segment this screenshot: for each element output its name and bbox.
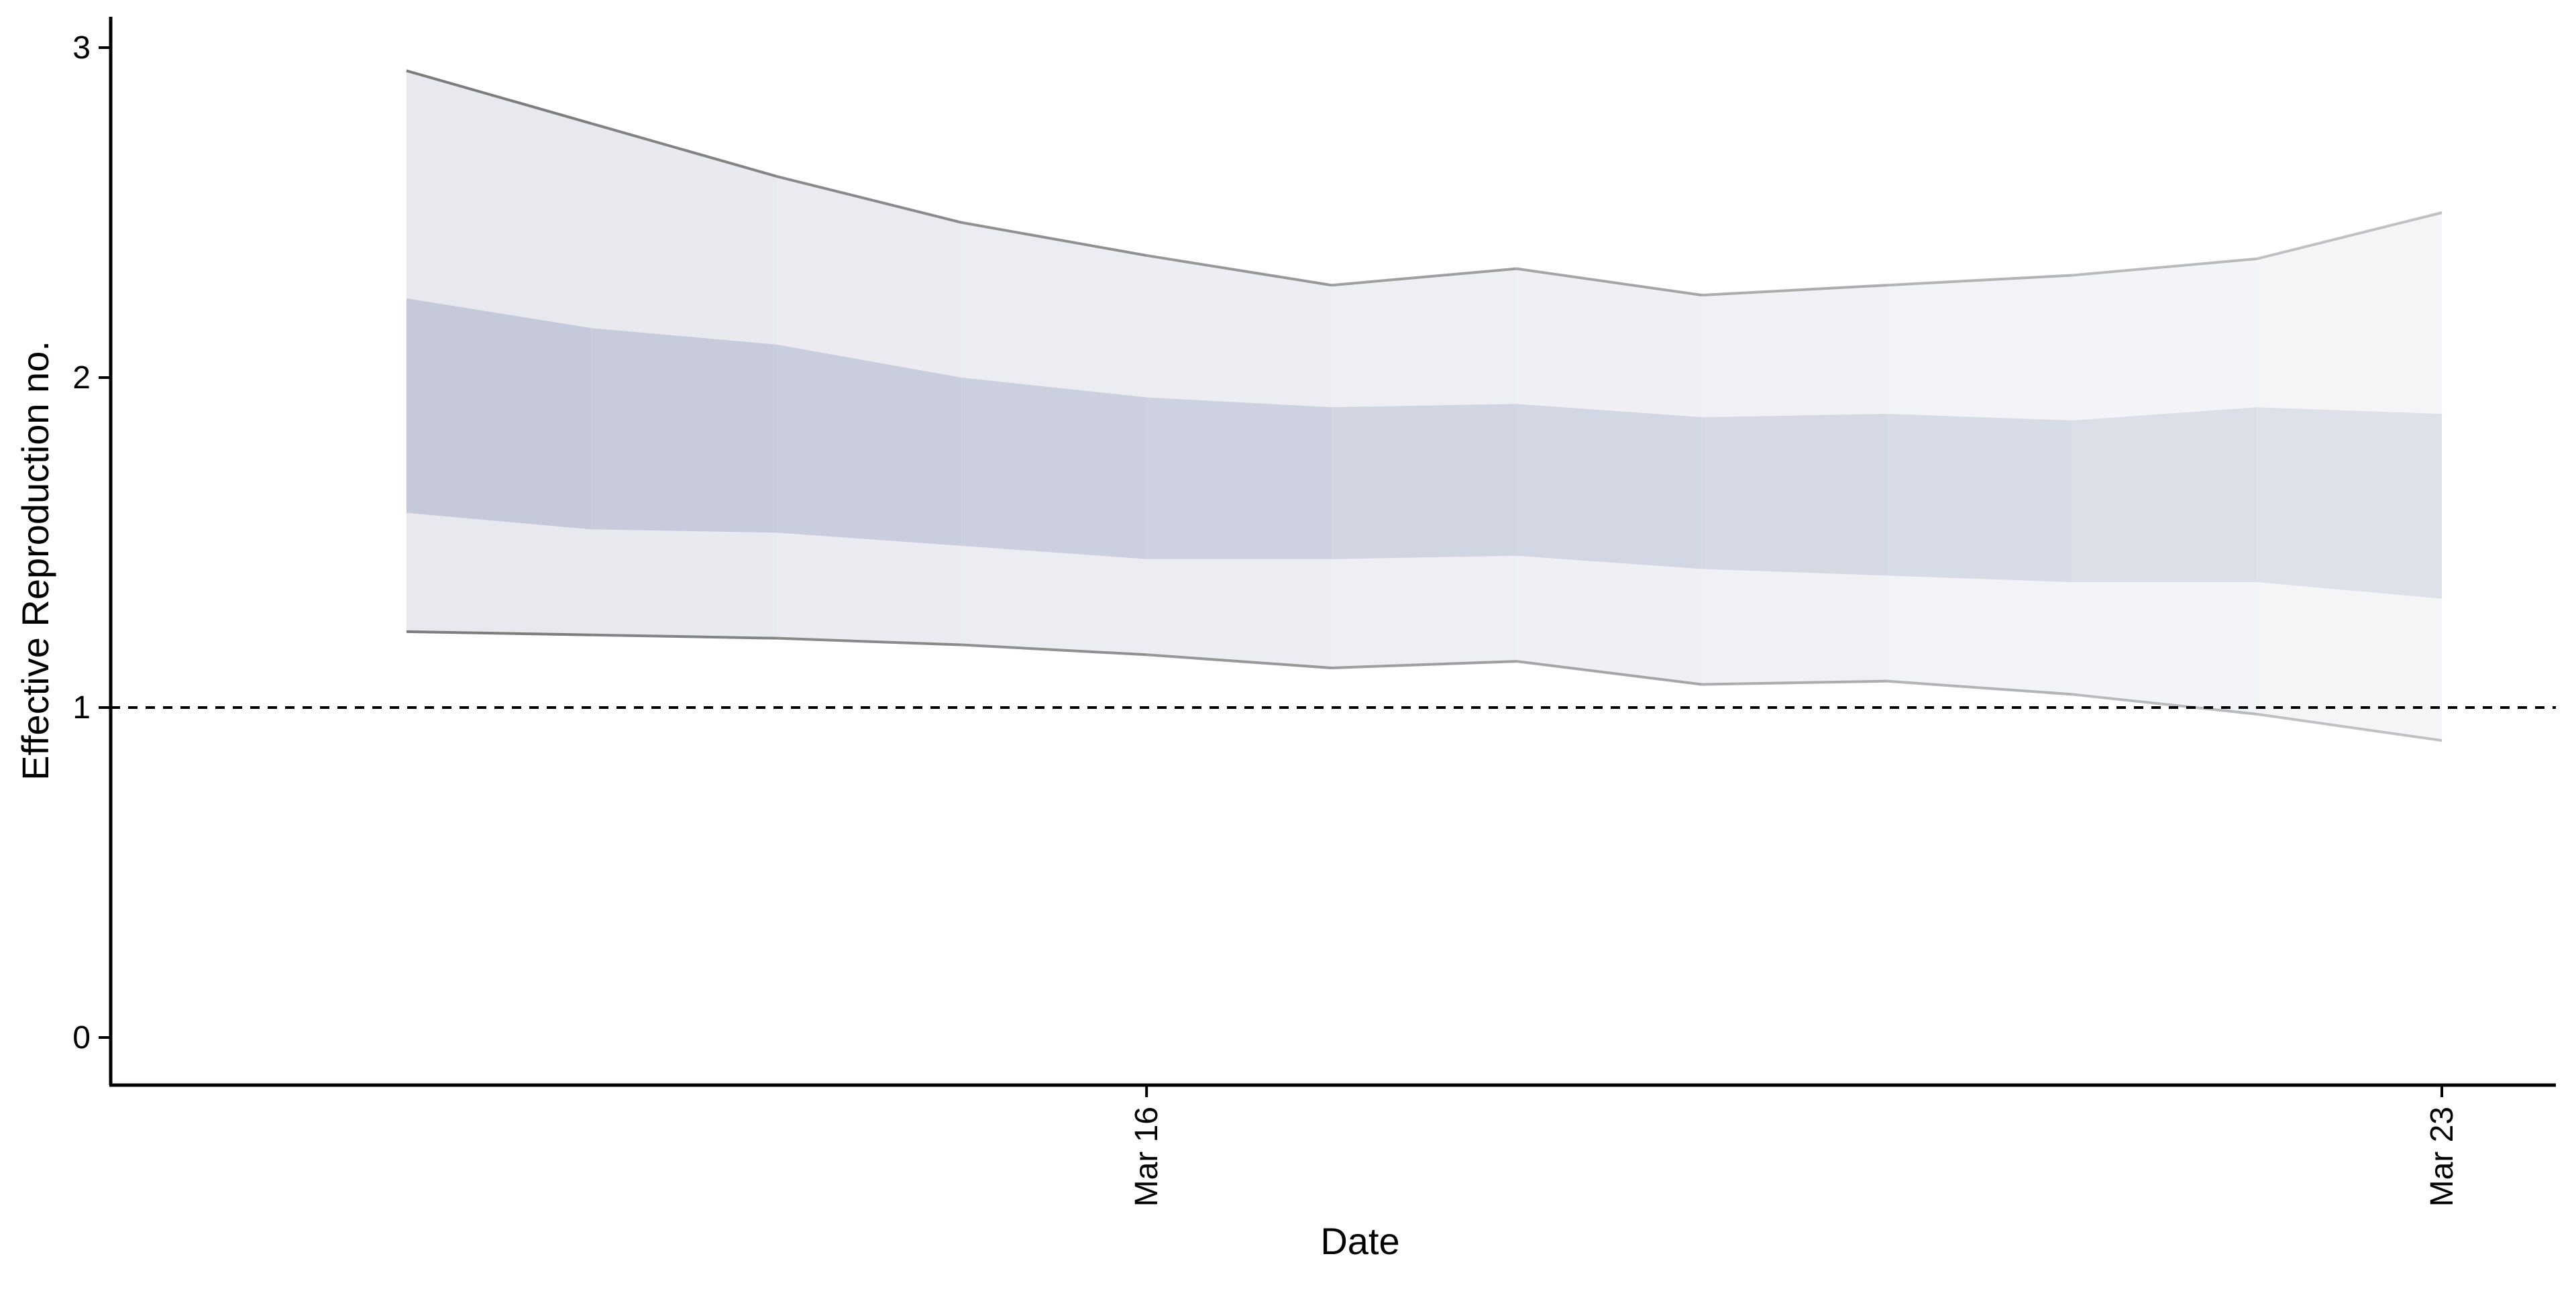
y-tick-label: 1 (72, 690, 91, 726)
outer-band-segment (2257, 213, 2442, 741)
lower-bound-line-segment (406, 630, 592, 636)
upper-bound-line-segment (776, 174, 962, 224)
inner-band-segment (1886, 414, 2072, 583)
upper-bound-line-segment (591, 122, 777, 178)
lower-bound-line-segment (2256, 712, 2443, 742)
lower-bound-line-segment (776, 636, 962, 647)
upper-bound-line-segment (2072, 257, 2257, 277)
y-ticks: 0 1 2 3 (72, 30, 111, 1056)
lower-bound-line-segment (2072, 693, 2257, 716)
lower-bound-line-segment (1516, 660, 1702, 686)
y-axis-title: Effective Reproduction no. (14, 341, 56, 781)
upper-bound-line-segment (1886, 274, 2072, 287)
y-tick-label: 0 (72, 1020, 91, 1056)
x-tick-label: Mar 16 (1129, 1107, 1165, 1206)
inner-band-segment (1332, 404, 1517, 559)
inner-band-segment (406, 298, 592, 530)
x-tick-label: Mar 23 (2424, 1107, 2460, 1206)
bands-layer (406, 70, 2442, 741)
lower-bound-line-segment (1331, 660, 1517, 669)
lower-bound-line-segment (1701, 679, 1887, 686)
lower-bound-line-segment (1886, 679, 2072, 696)
upper-bound-line-segment (1701, 284, 1887, 296)
lower-bound-line-segment (961, 643, 1147, 657)
inner-band-segment (2072, 407, 2257, 583)
inner-band-segment (1146, 397, 1332, 559)
lower-bound-line-segment (591, 633, 777, 640)
x-ticks: Mar 16 Mar 23 (1129, 1085, 2460, 1206)
inner-band-segment (591, 328, 777, 533)
upper-bound-line-segment (406, 69, 592, 125)
inner-band-segment (1516, 404, 1702, 569)
lower-bound-line-segment (1146, 653, 1332, 669)
inner-band-segment (1701, 414, 1887, 576)
x-axis-title: Date (1320, 1220, 1399, 1262)
y-tick-label: 3 (72, 30, 91, 66)
inner-band-segment (961, 378, 1147, 559)
upper-bound-line-segment (1146, 254, 1332, 287)
bounds-layer (406, 69, 2443, 742)
inner-band-segment (2257, 407, 2442, 599)
upper-bound-line-segment (1516, 267, 1702, 296)
upper-bound-line-segment (1331, 267, 1517, 287)
upper-bound-line-segment (2256, 211, 2443, 260)
y-tick-label: 2 (72, 360, 91, 396)
upper-bound-line-segment (961, 221, 1147, 257)
inner-band-segment (776, 344, 962, 546)
